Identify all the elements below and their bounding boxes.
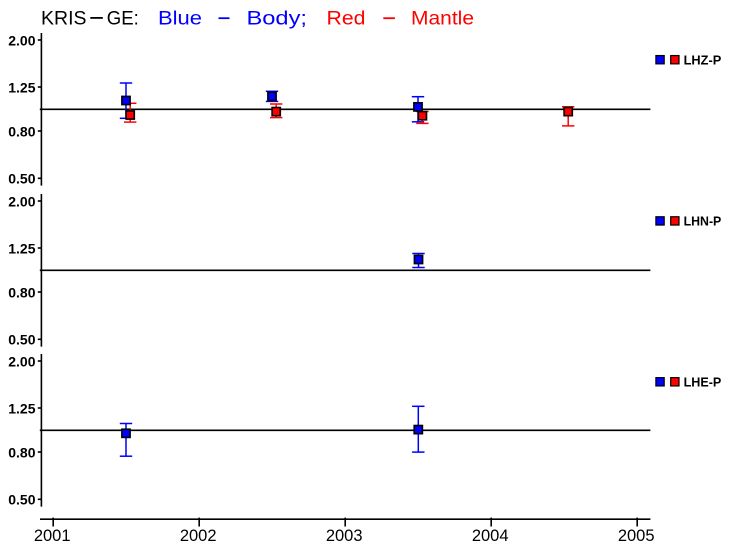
svg-text:0.80: 0.80	[8, 444, 35, 460]
svg-text:LHN-P: LHN-P	[684, 215, 722, 229]
svg-text:Red: Red	[327, 7, 366, 29]
svg-text:2.00: 2.00	[8, 32, 35, 48]
svg-text:Body;: Body;	[247, 7, 308, 29]
svg-text:0.50: 0.50	[8, 171, 35, 187]
svg-text:2001: 2001	[34, 527, 71, 545]
svg-text:0.50: 0.50	[8, 492, 35, 508]
svg-text:2003: 2003	[326, 527, 363, 545]
svg-text:GE:: GE:	[107, 7, 139, 29]
svg-text:KRIS: KRIS	[41, 7, 87, 29]
svg-text:1.25: 1.25	[8, 240, 35, 256]
svg-text:2005: 2005	[618, 527, 655, 545]
svg-text:0.50: 0.50	[8, 332, 35, 348]
svg-text:Mantle: Mantle	[411, 7, 474, 29]
svg-text:LHE-P: LHE-P	[684, 376, 722, 390]
svg-text:Blue: Blue	[158, 7, 202, 29]
svg-text:2002: 2002	[180, 527, 217, 545]
svg-text:2004: 2004	[472, 527, 509, 545]
svg-text:0.80: 0.80	[8, 123, 35, 139]
svg-text:2.00: 2.00	[8, 193, 35, 209]
svg-text:LHZ-P: LHZ-P	[684, 54, 722, 68]
svg-text:0.80: 0.80	[8, 284, 35, 300]
svg-text:1.25: 1.25	[8, 400, 35, 416]
svg-text:2.00: 2.00	[8, 353, 35, 369]
svg-text:1.25: 1.25	[8, 79, 35, 95]
